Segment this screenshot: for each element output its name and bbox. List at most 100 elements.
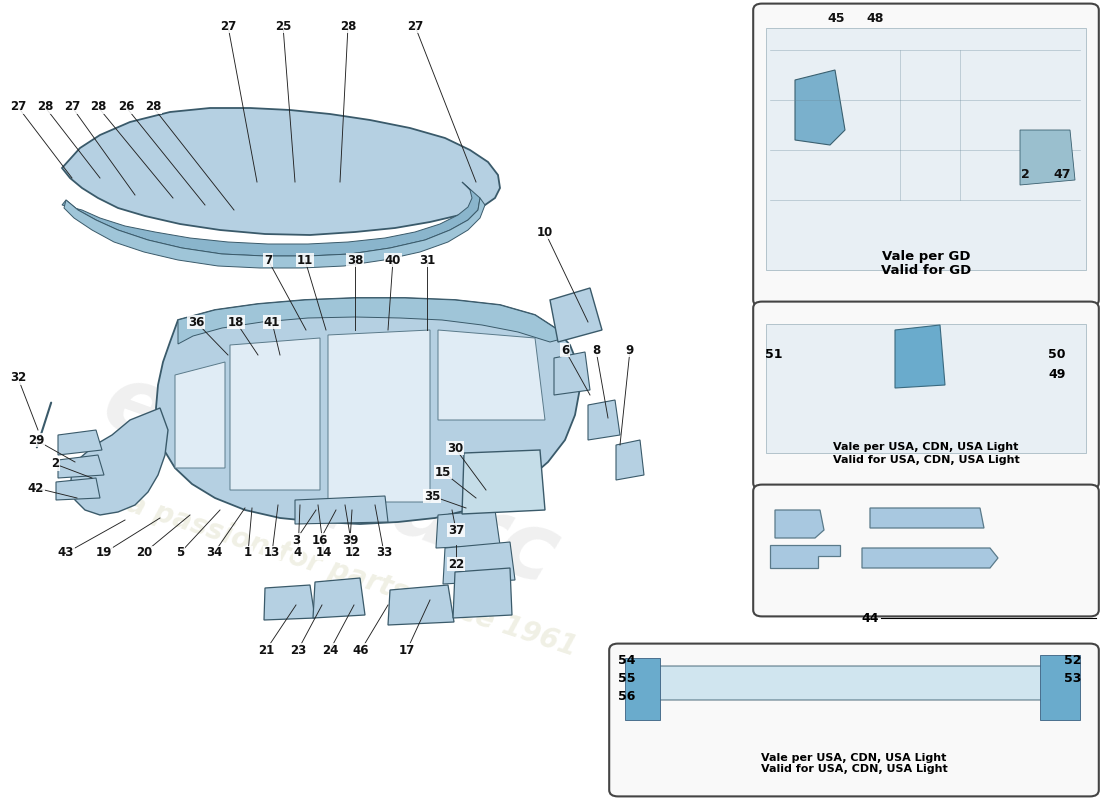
Text: 4: 4: [294, 546, 302, 559]
Polygon shape: [388, 585, 454, 625]
Polygon shape: [443, 542, 515, 584]
Text: 1: 1: [244, 546, 252, 559]
Text: 27: 27: [220, 19, 236, 33]
Polygon shape: [328, 330, 430, 502]
Text: Vale per USA, CDN, USA Light: Vale per USA, CDN, USA Light: [761, 754, 947, 763]
Text: 33: 33: [376, 546, 392, 559]
Polygon shape: [436, 510, 500, 548]
Text: 53: 53: [1065, 671, 1081, 685]
Text: europarc: europarc: [90, 355, 570, 605]
Text: 3: 3: [292, 534, 300, 546]
Text: 20: 20: [136, 546, 152, 559]
Polygon shape: [56, 478, 100, 500]
Polygon shape: [630, 666, 1078, 700]
Text: 56: 56: [618, 690, 636, 702]
Text: 26: 26: [118, 101, 134, 114]
Text: 25: 25: [275, 19, 292, 33]
Text: Valid for USA, CDN, USA Light: Valid for USA, CDN, USA Light: [833, 455, 1020, 465]
Text: 38: 38: [346, 254, 363, 266]
Polygon shape: [462, 450, 544, 514]
Polygon shape: [895, 325, 945, 388]
Polygon shape: [70, 408, 168, 515]
Text: 28: 28: [90, 101, 107, 114]
Text: 44: 44: [861, 611, 879, 625]
Polygon shape: [438, 330, 544, 420]
Text: 12: 12: [345, 546, 361, 559]
Polygon shape: [264, 585, 315, 620]
Text: 32: 32: [10, 371, 26, 385]
Text: 6: 6: [561, 343, 569, 357]
Text: 15: 15: [434, 466, 451, 478]
FancyBboxPatch shape: [754, 485, 1099, 616]
Text: 29: 29: [28, 434, 44, 446]
Text: 46: 46: [353, 643, 370, 657]
Polygon shape: [625, 658, 660, 720]
Polygon shape: [550, 288, 602, 342]
Polygon shape: [795, 70, 845, 145]
Text: 55: 55: [618, 671, 636, 685]
Polygon shape: [314, 578, 365, 618]
Text: 45: 45: [827, 11, 845, 25]
Text: 22: 22: [448, 558, 464, 570]
Text: 40: 40: [385, 254, 402, 266]
Text: 28: 28: [145, 101, 162, 114]
Text: 5: 5: [176, 546, 184, 559]
Polygon shape: [58, 455, 104, 478]
Text: 43: 43: [58, 546, 74, 559]
Polygon shape: [616, 440, 644, 480]
Text: 39: 39: [342, 534, 359, 546]
Text: 31: 31: [419, 254, 436, 266]
Text: 17: 17: [399, 643, 415, 657]
Text: 27: 27: [407, 19, 424, 33]
Polygon shape: [453, 568, 512, 618]
Text: Vale per USA, CDN, USA Light: Vale per USA, CDN, USA Light: [834, 442, 1019, 452]
Text: 28: 28: [340, 19, 356, 33]
FancyBboxPatch shape: [767, 324, 1086, 453]
FancyBboxPatch shape: [609, 643, 1099, 797]
FancyBboxPatch shape: [754, 302, 1099, 490]
Text: 37: 37: [448, 523, 464, 537]
Polygon shape: [178, 298, 565, 344]
Text: 18: 18: [228, 315, 244, 329]
Polygon shape: [1040, 655, 1080, 720]
Polygon shape: [64, 198, 485, 268]
Text: Vale per GD: Vale per GD: [882, 250, 970, 263]
Text: 23: 23: [290, 643, 306, 657]
Text: 14: 14: [316, 546, 332, 559]
Text: 7: 7: [264, 254, 272, 266]
Text: 35: 35: [424, 490, 440, 502]
Polygon shape: [870, 508, 984, 528]
Text: 54: 54: [618, 654, 636, 666]
Text: 27: 27: [10, 101, 26, 114]
Text: 2: 2: [51, 458, 59, 470]
Polygon shape: [175, 362, 226, 468]
Polygon shape: [862, 548, 998, 568]
Text: 9: 9: [626, 343, 634, 357]
Polygon shape: [62, 108, 501, 235]
Text: 28: 28: [36, 101, 53, 114]
Text: 41: 41: [264, 315, 280, 329]
Text: 24: 24: [322, 643, 338, 657]
Text: 11: 11: [297, 254, 313, 266]
Text: 50: 50: [1048, 349, 1066, 362]
Polygon shape: [156, 298, 580, 524]
Text: 36: 36: [188, 315, 205, 329]
Polygon shape: [62, 182, 480, 256]
Polygon shape: [554, 352, 590, 395]
Text: Valid for USA, CDN, USA Light: Valid for USA, CDN, USA Light: [760, 765, 947, 774]
Polygon shape: [230, 338, 320, 490]
Text: 48: 48: [867, 11, 883, 25]
Text: 49: 49: [1048, 369, 1066, 382]
FancyBboxPatch shape: [754, 3, 1099, 306]
Text: 47: 47: [1054, 169, 1070, 182]
Polygon shape: [58, 430, 102, 455]
Text: 19: 19: [96, 546, 112, 559]
Text: 34: 34: [206, 546, 222, 559]
Text: 13: 13: [264, 546, 280, 559]
Text: 21: 21: [257, 643, 274, 657]
Text: 16: 16: [311, 534, 328, 546]
Polygon shape: [1020, 130, 1075, 185]
Polygon shape: [588, 400, 620, 440]
Text: 52: 52: [1065, 654, 1081, 666]
Text: 30: 30: [447, 442, 463, 454]
